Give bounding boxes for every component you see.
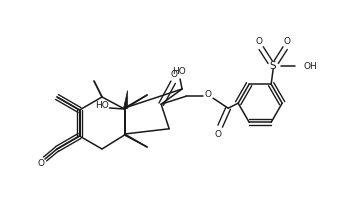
Text: S: S xyxy=(270,61,277,71)
Text: HO: HO xyxy=(95,101,108,111)
Text: OH: OH xyxy=(303,62,317,71)
Text: O: O xyxy=(256,37,263,46)
Text: HO: HO xyxy=(172,66,186,75)
Text: O: O xyxy=(284,37,291,46)
Text: O: O xyxy=(38,158,45,167)
Text: O: O xyxy=(215,130,222,139)
Polygon shape xyxy=(122,90,127,108)
Text: O: O xyxy=(171,70,178,79)
Text: O: O xyxy=(205,90,212,99)
